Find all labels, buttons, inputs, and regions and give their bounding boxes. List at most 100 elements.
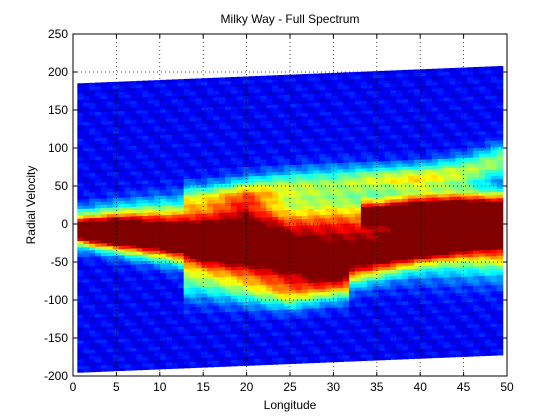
heatmap-cell: [248, 239, 256, 244]
heatmap-cell: [260, 149, 267, 154]
heatmap-cell: [183, 248, 191, 253]
heatmap-cell: [171, 281, 179, 286]
heatmap-cell: [154, 105, 161, 110]
heatmap-cell: [160, 233, 167, 238]
heatmap-cell: [106, 338, 114, 343]
heatmap-cell: [278, 209, 285, 214]
heatmap-cell: [301, 144, 309, 149]
heatmap-cell: [402, 252, 409, 257]
heatmap-cell: [272, 222, 279, 227]
heatmap-cell: [354, 267, 362, 272]
heatmap-cell: [160, 214, 167, 219]
heatmap-cell: [325, 79, 332, 84]
heatmap-cell: [95, 204, 102, 209]
heatmap-cell: [396, 355, 403, 360]
heatmap-cell: [124, 177, 132, 182]
heatmap-cell: [106, 354, 114, 359]
heatmap-cell: [319, 256, 327, 261]
heatmap-cell: [284, 106, 291, 111]
heatmap-cell: [106, 300, 114, 305]
heatmap-cell: [171, 188, 179, 193]
heatmap-cell: [354, 325, 362, 330]
heatmap-cell: [207, 353, 214, 358]
heatmap-cell: [319, 159, 327, 164]
heatmap-cell: [165, 204, 173, 209]
heatmap-cell: [337, 217, 344, 221]
heatmap-cell: [213, 90, 220, 95]
heatmap-cell: [266, 229, 273, 234]
heatmap-cell: [100, 361, 108, 366]
heatmap-cell: [213, 321, 220, 326]
heatmap-cell: [384, 102, 392, 107]
heatmap-cell: [278, 293, 285, 298]
heatmap-cell: [160, 240, 167, 245]
heatmap-cell: [349, 152, 356, 157]
heatmap-cell: [325, 294, 332, 299]
heatmap-cell: [372, 286, 380, 290]
heatmap-cell: [254, 300, 262, 305]
heatmap-cell: [148, 170, 155, 175]
heatmap-cell: [154, 282, 161, 287]
heatmap-cell: [390, 80, 397, 84]
heatmap-cell: [136, 141, 143, 146]
heatmap-cell: [307, 301, 315, 306]
heatmap-cell: [165, 294, 173, 299]
heatmap-cell: [189, 184, 197, 189]
heatmap-cell: [378, 314, 386, 319]
heatmap-cell: [112, 229, 120, 234]
heatmap-cell: [83, 224, 90, 229]
heatmap-cell: [195, 222, 202, 227]
heatmap-cell: [165, 98, 173, 103]
heatmap-cell: [83, 304, 90, 309]
heatmap-cell: [77, 189, 84, 193]
heatmap-cell: [295, 128, 303, 133]
heatmap-cell: [213, 257, 220, 262]
heatmap-cell: [165, 195, 173, 199]
heatmap-cell: [142, 346, 149, 351]
heatmap-cell: [118, 88, 126, 92]
heatmap-cell: [219, 269, 226, 274]
heatmap-cell: [390, 144, 397, 149]
heatmap-cell: [160, 349, 167, 354]
heatmap-cell: [272, 338, 279, 343]
heatmap-cell: [207, 103, 214, 108]
chart-title: Milky Way - Full Spectrum: [221, 12, 360, 26]
heatmap-cell: [77, 285, 84, 290]
heatmap-cell: [183, 242, 191, 247]
heatmap-cell: [325, 195, 332, 199]
heatmap-cell: [272, 360, 279, 365]
heatmap-cell: [337, 338, 344, 343]
heatmap-cell: [118, 360, 126, 365]
heatmap-cell: [136, 343, 143, 348]
heatmap-cell: [207, 286, 214, 291]
heatmap-cell: [136, 128, 143, 133]
heatmap-cell: [183, 239, 191, 244]
heatmap-cell: [313, 346, 321, 351]
heatmap-cell: [106, 146, 114, 151]
heatmap-cell: [83, 172, 90, 177]
heatmap-cell: [390, 83, 397, 88]
heatmap-cell: [396, 115, 403, 119]
heatmap-cell: [337, 245, 344, 250]
heatmap-cell: [207, 337, 214, 342]
heatmap-cell: [337, 91, 344, 96]
heatmap-cell: [325, 223, 332, 228]
heatmap-cell: [390, 182, 397, 187]
heatmap-cell: [230, 285, 238, 290]
heatmap-cell: [396, 176, 403, 180]
heatmap-cell: [136, 279, 143, 284]
heatmap-cell: [325, 313, 332, 318]
heatmap-cell: [337, 332, 344, 337]
heatmap-cell: [266, 219, 273, 224]
heatmap-cell: [337, 354, 344, 359]
heatmap-cell: [100, 367, 108, 372]
heatmap-cell: [378, 208, 386, 213]
heatmap-cell: [165, 358, 173, 363]
heatmap-cell: [384, 349, 392, 354]
heatmap-cell: [160, 339, 167, 344]
heatmap-cell: [207, 363, 214, 368]
heatmap-cell: [290, 276, 297, 281]
heatmap-cell: [142, 366, 149, 371]
heatmap-cell: [213, 311, 220, 316]
heatmap-cell: [384, 327, 392, 332]
